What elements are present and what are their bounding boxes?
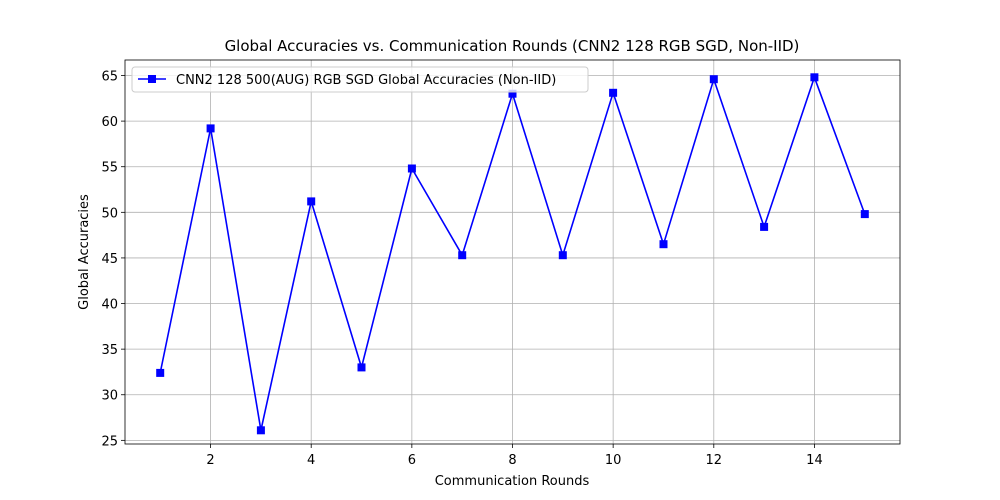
y-tick-label: 25 [101, 434, 118, 449]
data-point [407, 164, 416, 173]
data-point [810, 73, 819, 82]
data-point [458, 251, 467, 260]
data-point [256, 426, 265, 435]
x-axis-label: Communication Rounds [435, 474, 590, 489]
x-tick-label: 4 [307, 453, 315, 468]
plot-frame [124, 59, 901, 445]
axis-ticks: 2 4 6 8 10 12 14 25 30 35 40 45 50 55 60 65 [101, 70, 822, 468]
y-tick-label: 50 [101, 206, 118, 221]
legend-label: CNN2 128 500(AUG) RGB SGD Global Accurac… [176, 73, 556, 88]
x-tick-label: 8 [508, 453, 516, 468]
data-point [860, 210, 869, 219]
y-tick-label: 35 [101, 343, 118, 358]
legend-box [131, 66, 589, 93]
data-point [609, 88, 618, 97]
x-tick-label: 10 [605, 453, 622, 468]
x-tick-label: 6 [408, 453, 416, 468]
legend-marker [148, 75, 156, 83]
data-point [206, 124, 215, 133]
data-point [558, 251, 567, 260]
x-tick-label: 2 [206, 453, 214, 468]
y-tick-label: 40 [101, 298, 118, 313]
series-layer [156, 73, 869, 435]
data-point [508, 89, 517, 98]
x-tick-label: 14 [806, 453, 823, 468]
data-point [659, 240, 668, 249]
data-point [357, 363, 366, 372]
y-tick-label: 30 [101, 389, 118, 404]
y-tick-label: 55 [101, 161, 118, 176]
data-point [307, 197, 316, 206]
data-point [760, 222, 769, 231]
y-tick-label: 65 [101, 70, 118, 85]
y-tick-label: 45 [101, 252, 118, 267]
x-tick-label: 12 [706, 453, 723, 468]
chart-title: Global Accuracies vs. Communication Roun… [225, 37, 800, 55]
y-tick-label: 60 [101, 115, 118, 130]
legend: CNN2 128 500(AUG) RGB SGD Global Accurac… [131, 66, 589, 93]
data-point [709, 75, 718, 84]
y-axis-label: Global Accuracies [77, 194, 92, 310]
data-point [156, 368, 165, 377]
